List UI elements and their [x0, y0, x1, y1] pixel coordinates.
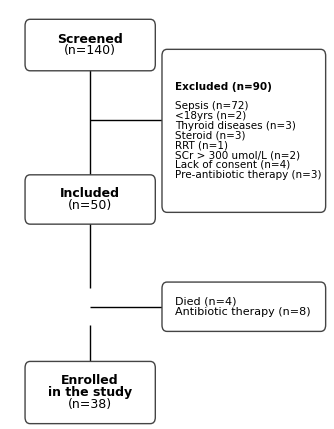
Text: Antibiotic therapy (n=8): Antibiotic therapy (n=8)	[175, 307, 311, 317]
Text: Included: Included	[60, 187, 120, 200]
Text: (n=38): (n=38)	[68, 398, 112, 411]
Text: Enrolled: Enrolled	[61, 375, 119, 387]
FancyBboxPatch shape	[25, 175, 155, 224]
Text: (n=50): (n=50)	[68, 199, 112, 212]
Text: <18yrs (n=2): <18yrs (n=2)	[175, 111, 246, 121]
Text: Died (n=4): Died (n=4)	[175, 296, 237, 307]
Text: Lack of consent (n=4): Lack of consent (n=4)	[175, 160, 291, 170]
Text: Screened: Screened	[57, 33, 123, 46]
FancyBboxPatch shape	[162, 282, 326, 331]
Text: RRT (n=1): RRT (n=1)	[175, 140, 228, 151]
Text: SCr > 300 umol/L (n=2): SCr > 300 umol/L (n=2)	[175, 150, 301, 160]
FancyBboxPatch shape	[25, 361, 155, 424]
Text: Sepsis (n=72): Sepsis (n=72)	[175, 102, 249, 112]
Text: Thyroid diseases (n=3): Thyroid diseases (n=3)	[175, 121, 296, 131]
Text: Steroid (n=3): Steroid (n=3)	[175, 131, 246, 141]
FancyBboxPatch shape	[162, 49, 326, 212]
Text: (n=140): (n=140)	[64, 44, 116, 57]
Text: in the study: in the study	[48, 386, 132, 399]
Text: Excluded (n=90): Excluded (n=90)	[175, 82, 272, 92]
FancyBboxPatch shape	[25, 19, 155, 71]
Text: Pre-antibiotic therapy (n=3): Pre-antibiotic therapy (n=3)	[175, 170, 322, 180]
